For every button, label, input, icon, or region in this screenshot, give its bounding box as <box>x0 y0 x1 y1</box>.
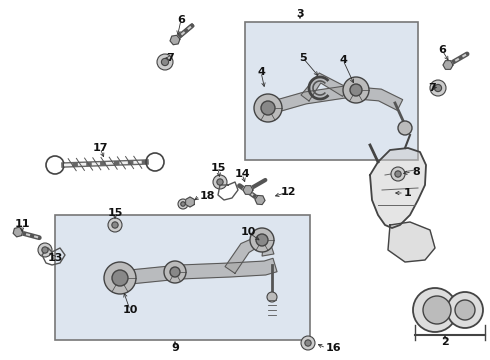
Text: 4: 4 <box>257 67 265 77</box>
Circle shape <box>261 101 275 115</box>
Text: 10: 10 <box>240 227 256 237</box>
Text: 14: 14 <box>234 169 250 179</box>
Polygon shape <box>443 61 453 69</box>
Circle shape <box>161 58 169 66</box>
Circle shape <box>395 171 401 177</box>
Text: 17: 17 <box>92 143 108 153</box>
Text: 12: 12 <box>280 187 296 197</box>
Circle shape <box>181 202 185 206</box>
Circle shape <box>435 84 441 91</box>
Circle shape <box>178 199 188 209</box>
Text: 15: 15 <box>107 208 122 218</box>
Circle shape <box>455 300 475 320</box>
Text: 6: 6 <box>177 15 185 25</box>
Text: 9: 9 <box>171 343 179 353</box>
Text: 3: 3 <box>296 9 304 19</box>
Bar <box>55 215 310 340</box>
Polygon shape <box>370 148 426 228</box>
Polygon shape <box>186 197 195 207</box>
Circle shape <box>104 262 136 294</box>
Circle shape <box>343 77 369 103</box>
Circle shape <box>164 261 186 283</box>
Circle shape <box>170 267 180 277</box>
Circle shape <box>267 292 277 302</box>
Circle shape <box>350 84 362 96</box>
Circle shape <box>305 340 311 346</box>
Text: 8: 8 <box>412 167 420 177</box>
Polygon shape <box>225 232 274 273</box>
Text: 2: 2 <box>441 337 449 347</box>
Circle shape <box>413 288 457 332</box>
Circle shape <box>398 121 412 135</box>
Circle shape <box>254 94 282 122</box>
Text: 7: 7 <box>166 53 174 63</box>
Circle shape <box>391 167 405 181</box>
Circle shape <box>256 234 268 246</box>
Text: 11: 11 <box>14 219 30 229</box>
Text: 16: 16 <box>326 343 342 353</box>
Polygon shape <box>119 258 277 285</box>
Circle shape <box>112 270 128 286</box>
Polygon shape <box>301 73 347 101</box>
Circle shape <box>213 175 227 189</box>
Text: 4: 4 <box>339 55 347 65</box>
Text: 15: 15 <box>210 163 226 173</box>
Text: 6: 6 <box>438 45 446 55</box>
Circle shape <box>108 218 122 232</box>
Circle shape <box>447 292 483 328</box>
Polygon shape <box>13 227 23 237</box>
Circle shape <box>42 247 48 253</box>
Text: 13: 13 <box>48 253 63 263</box>
Circle shape <box>112 222 118 228</box>
Circle shape <box>217 179 223 185</box>
Bar <box>245 22 418 160</box>
Text: 1: 1 <box>404 188 412 198</box>
Circle shape <box>301 336 315 350</box>
Polygon shape <box>170 35 180 45</box>
Polygon shape <box>255 195 265 204</box>
Text: 7: 7 <box>428 83 436 93</box>
Polygon shape <box>269 86 403 114</box>
Polygon shape <box>243 186 253 194</box>
Text: 10: 10 <box>122 305 138 315</box>
Circle shape <box>430 80 446 96</box>
Circle shape <box>250 228 274 252</box>
Circle shape <box>423 296 451 324</box>
Circle shape <box>157 54 173 70</box>
Text: 5: 5 <box>299 53 307 63</box>
Text: 18: 18 <box>200 191 216 201</box>
Circle shape <box>38 243 52 257</box>
Polygon shape <box>388 222 435 262</box>
